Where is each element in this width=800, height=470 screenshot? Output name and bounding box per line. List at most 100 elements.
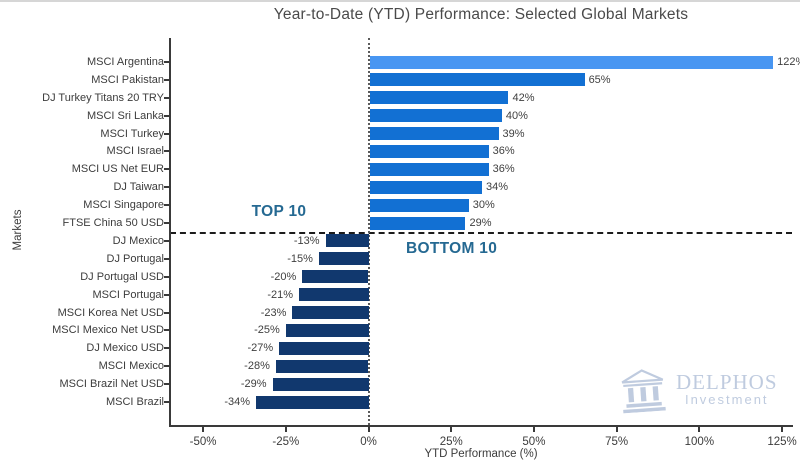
category-label: MSCI Sri Lanka: [86, 109, 164, 122]
bar-value-label: -29%: [240, 378, 267, 391]
category-label: DJ Turkey Titans 20 TRY: [42, 91, 164, 104]
x-tick-label: 75%: [605, 436, 629, 448]
bar: [272, 377, 369, 391]
bar: [275, 359, 369, 373]
zero-reference-line: [367, 38, 370, 425]
y-axis-tick: [164, 78, 170, 81]
y-axis-tick: [164, 239, 170, 242]
bar-value-label: -25%: [254, 324, 280, 337]
window-top-border: [0, 0, 800, 2]
y-axis-tick: [164, 132, 170, 135]
x-axis-spine: [169, 425, 793, 427]
bar: [292, 306, 369, 320]
bar: [369, 55, 774, 69]
bar-value-label: -21%: [267, 288, 294, 301]
x-tick-label: 50%: [522, 436, 546, 448]
y-axis-tick: [164, 114, 170, 117]
category-label: DJ Mexico: [112, 234, 164, 247]
y-axis-tick: [164, 204, 170, 207]
y-axis-spine: [169, 38, 171, 427]
bar-value-label: 122%: [777, 56, 800, 68]
watermark-subtitle: Investment: [684, 391, 769, 407]
y-axis-tick: [164, 257, 170, 260]
y-axis-tick: [164, 401, 170, 403]
x-axis-tick: [615, 427, 618, 432]
bar: [369, 144, 489, 158]
y-axis-tick: [164, 347, 170, 350]
x-tick-label: 100%: [684, 436, 715, 448]
category-label: MSCI Pakistan: [91, 73, 164, 86]
category-label: DJ Portugal USD: [80, 270, 164, 283]
bar: [318, 252, 369, 266]
bar: [369, 162, 489, 176]
bar: [369, 91, 509, 105]
category-label: DJ Mexico USD: [86, 342, 164, 355]
bar-value-label: -15%: [287, 252, 313, 265]
bar-value-label: -20%: [270, 270, 297, 283]
x-tick-label: 125%: [767, 436, 797, 448]
plot-area: 122% 65% 42% 40% 39% 36% 36% 34% 30% 29% -13% -15% -…: [164, 38, 800, 448]
category-label: MSCI Mexico Net USD: [52, 324, 164, 337]
x-axis-tick: [202, 427, 205, 432]
y-axis-tick: [164, 150, 170, 153]
y-axis-tick: [164, 186, 170, 189]
delphos-watermark: DELPHOS Investment: [616, 366, 778, 414]
bar-value-label: 34%: [486, 181, 509, 194]
bar-value-label: -27%: [247, 342, 274, 355]
y-axis-tick: [164, 168, 170, 171]
category-label: DJ Taiwan: [113, 181, 164, 194]
y-axis-tick: [164, 222, 170, 225]
bar: [279, 341, 369, 355]
bar-value-label: 30%: [472, 199, 495, 212]
top-bottom-separator-line: [170, 232, 792, 234]
bar: [325, 234, 369, 248]
bar: [369, 180, 482, 194]
x-tick-label: -25%: [272, 436, 300, 448]
x-axis-tick: [450, 427, 453, 432]
x-axis-tick: [532, 427, 535, 432]
bar-value-label: -28%: [244, 360, 270, 373]
bar: [369, 216, 466, 230]
bar-value-label: 36%: [492, 163, 515, 176]
category-label: DJ Portugal: [106, 252, 164, 265]
category-label: MSCI Brazil: [105, 396, 164, 408]
bar-value-label: 29%: [469, 217, 492, 230]
x-axis-label: YTD Performance (%): [424, 448, 538, 460]
y-axis-tick: [164, 275, 170, 278]
y-axis-tick: [164, 311, 170, 314]
category-label: MSCI Mexico: [98, 360, 164, 373]
bar-value-label: -34%: [224, 396, 251, 408]
category-label: FTSE China 50 USD: [62, 217, 164, 230]
bar: [369, 109, 502, 123]
y-axis-tick: [164, 96, 170, 99]
category-label: MSCI Korea Net USD: [57, 306, 164, 319]
y-axis-tick: [164, 365, 170, 368]
bar-value-label: -23%: [260, 306, 287, 319]
bar: [369, 73, 585, 87]
x-axis-tick: [367, 427, 370, 432]
category-label: MSCI US Net EUR: [71, 163, 164, 176]
bar-value-label: 40%: [505, 109, 528, 122]
x-tick-label: -50%: [189, 436, 217, 448]
category-label: MSCI Israel: [106, 145, 164, 158]
bar-value-label: 42%: [512, 91, 535, 104]
watermark-name: DELPHOS: [676, 369, 778, 394]
chart-title: Year-to-Date (YTD) Performance: Selected…: [273, 6, 689, 23]
y-axis-tick: [164, 293, 170, 296]
category-label: MSCI Turkey: [100, 127, 164, 140]
bar: [285, 323, 369, 337]
x-tick-label: 0%: [360, 436, 377, 448]
bar: [369, 127, 499, 141]
bar: [299, 288, 369, 302]
x-axis-tick: [284, 427, 287, 432]
y-axis-tick: [164, 383, 170, 386]
x-axis-tick: [698, 427, 701, 432]
bar-value-label: -13%: [293, 234, 320, 247]
bar: [256, 395, 369, 409]
category-axis-labels: MSCI Argentina MSCI Pakistan DJ Turkey Tit…: [0, 38, 164, 425]
y-axis-tick: [164, 61, 170, 63]
top-10-annotation: TOP 10: [251, 203, 307, 220]
x-tick-label: 25%: [439, 436, 463, 448]
category-label: MSCI Singapore: [83, 199, 164, 212]
